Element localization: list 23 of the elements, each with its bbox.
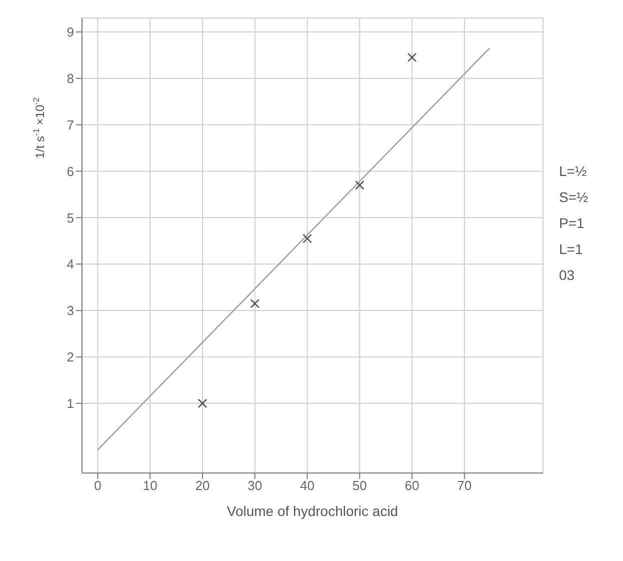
y-tick-label: 2	[66, 350, 74, 365]
x-tick-label: 60	[404, 478, 420, 494]
x-tick-label: 70	[457, 478, 472, 494]
y-tick-label: 5	[66, 210, 74, 226]
y-tick-label: 1	[66, 396, 74, 411]
x-tick-label: 10	[142, 478, 158, 494]
y-tick-label: 3	[66, 303, 74, 318]
y-tick-label: 6	[66, 164, 74, 179]
y-tick-label: 7	[66, 117, 74, 132]
text: 03	[559, 266, 576, 285]
x-tick-label: 0	[94, 478, 102, 494]
text: P=1	[559, 214, 586, 233]
x-tick-label: 40	[300, 478, 314, 494]
text: L=½	[559, 162, 588, 181]
x-axis-title: Volume of hydrochloric acid	[226, 503, 398, 519]
text: S=½	[559, 188, 588, 207]
y-tick-label: 9	[66, 24, 74, 40]
x-tick-label: 30	[248, 478, 262, 494]
x-tick-label: 20	[195, 478, 210, 494]
y-tick-label: 4	[66, 256, 74, 272]
x-tick-label: 50	[352, 478, 367, 494]
y-tick-label: 8	[66, 70, 74, 86]
text: L=1	[559, 240, 584, 259]
